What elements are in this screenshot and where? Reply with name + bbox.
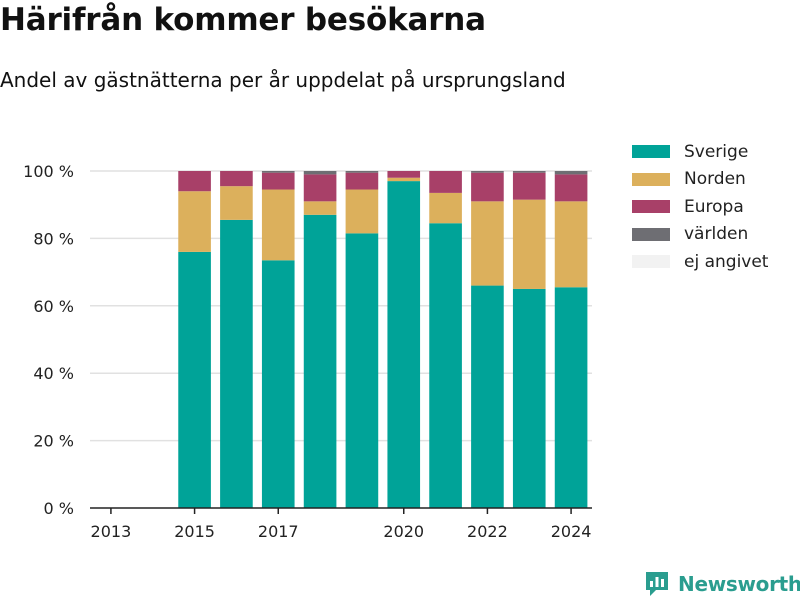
bar-segment xyxy=(345,233,379,508)
bar-segment xyxy=(261,189,295,261)
y-tick-label: 60 % xyxy=(33,297,74,316)
legend-item: Europa xyxy=(632,193,768,221)
bar-segment xyxy=(471,171,504,173)
legend-swatch xyxy=(632,145,670,159)
legend-swatch xyxy=(632,172,670,186)
bar-segment xyxy=(387,181,421,509)
bar-segment xyxy=(303,171,337,175)
bar-segment xyxy=(220,219,253,509)
bar-segment xyxy=(429,192,462,224)
x-tick-label: 2022 xyxy=(467,522,508,541)
bar-segment xyxy=(345,189,379,234)
newsworthy-logo-icon xyxy=(646,572,668,596)
bar-segment xyxy=(178,191,211,252)
bar-segment xyxy=(554,287,588,508)
bar-segment xyxy=(471,172,504,202)
legend-swatch xyxy=(632,227,670,241)
legend-label: Sverige xyxy=(684,141,749,162)
bar-segment xyxy=(554,171,588,175)
legend-label: ej angivet xyxy=(684,251,769,272)
legend-swatch xyxy=(632,255,670,269)
bar-segment xyxy=(303,201,337,215)
bar-segment xyxy=(429,223,462,509)
y-tick-label: 20 % xyxy=(33,432,74,451)
legend-item: Sverige xyxy=(632,138,768,166)
bar-segment xyxy=(512,172,546,200)
chart-subtitle: Andel av gästnätterna per år uppdelat på… xyxy=(0,68,566,92)
bar-segment xyxy=(512,199,546,289)
x-tick-label: 2013 xyxy=(91,522,132,541)
bar-segment xyxy=(303,174,337,202)
legend-item: Norden xyxy=(632,166,768,194)
x-tick-label: 2015 xyxy=(174,522,215,541)
bar-segment xyxy=(471,285,504,508)
x-tick-label: 2024 xyxy=(551,522,592,541)
chart-title: Härifrån kommer besökarna xyxy=(0,2,486,38)
x-tick-label: 2017 xyxy=(258,522,299,541)
legend-label: världen xyxy=(684,224,749,245)
bar-segment xyxy=(554,174,588,202)
brand-name: Newsworthy xyxy=(678,572,800,596)
bar-segment xyxy=(512,288,546,508)
bar-segment xyxy=(261,171,295,173)
bar-segment xyxy=(178,171,211,192)
bar-segment xyxy=(429,171,462,193)
bar-segment xyxy=(261,172,295,190)
bar-segment xyxy=(554,201,588,288)
bar-segment xyxy=(220,171,253,187)
y-tick-label: 40 % xyxy=(33,364,74,383)
legend-item: ej angivet xyxy=(632,248,768,276)
legend-label: Norden xyxy=(684,169,746,190)
bar-segment xyxy=(303,214,337,508)
y-tick-label: 100 % xyxy=(23,162,74,181)
bar-segment xyxy=(471,201,504,286)
x-tick-label: 2020 xyxy=(383,522,424,541)
chart-legend: Sverige Norden Europa världen ej angivet xyxy=(632,138,768,276)
brand-logo: Newsworthy xyxy=(644,570,800,598)
legend-label: Europa xyxy=(684,196,744,217)
legend-swatch xyxy=(632,200,670,214)
bar-segment xyxy=(387,177,421,182)
bar-segment xyxy=(345,172,379,190)
bar-segment xyxy=(345,171,379,173)
bar-segment xyxy=(220,186,253,220)
bar-segment xyxy=(178,251,211,508)
bar-segment xyxy=(261,260,295,508)
y-tick-label: 80 % xyxy=(33,229,74,248)
legend-item: världen xyxy=(632,221,768,249)
y-tick-label: 0 % xyxy=(44,499,74,518)
bar-segment xyxy=(387,171,421,178)
bar-segment xyxy=(512,171,546,173)
